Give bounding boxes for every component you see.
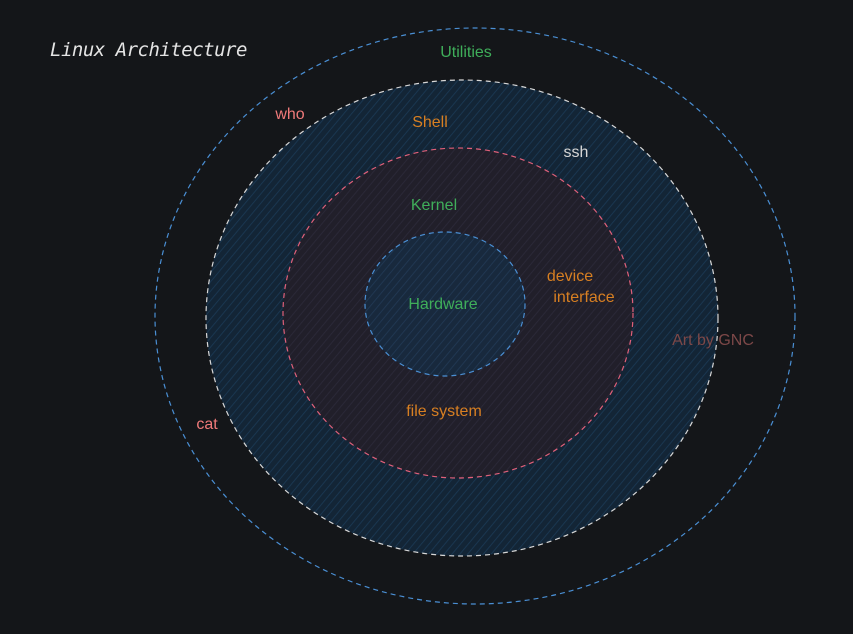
device-interface-line1: device	[547, 268, 593, 285]
shell-label: Shell	[412, 114, 448, 131]
kernel-label: Kernel	[411, 197, 457, 214]
utilities-ring	[154, 27, 796, 605]
diagram-title: Linux Architecture	[50, 39, 247, 61]
command-cat: cat	[196, 416, 218, 433]
hardware-label: Hardware	[408, 296, 477, 313]
hardware-core	[364, 231, 526, 377]
device-interface-line2: interface	[553, 289, 614, 306]
command-ssh: ssh	[564, 144, 589, 161]
command-who: who	[274, 106, 304, 123]
credit-text: Art by GNC	[672, 332, 754, 349]
file-system-label: file system	[406, 403, 482, 420]
utilities-label: Utilities	[440, 44, 492, 61]
